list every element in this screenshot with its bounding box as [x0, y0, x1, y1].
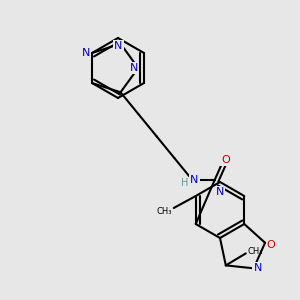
Text: H: H: [181, 178, 188, 188]
Text: O: O: [221, 155, 230, 165]
Text: N: N: [216, 187, 224, 197]
Text: N: N: [190, 175, 199, 185]
Text: N: N: [82, 48, 90, 58]
Text: N: N: [130, 63, 138, 73]
Text: N: N: [114, 41, 123, 51]
Text: N: N: [254, 263, 262, 273]
Text: O: O: [267, 240, 275, 250]
Text: CH₃: CH₃: [248, 247, 263, 256]
Text: CH₃: CH₃: [156, 208, 172, 217]
